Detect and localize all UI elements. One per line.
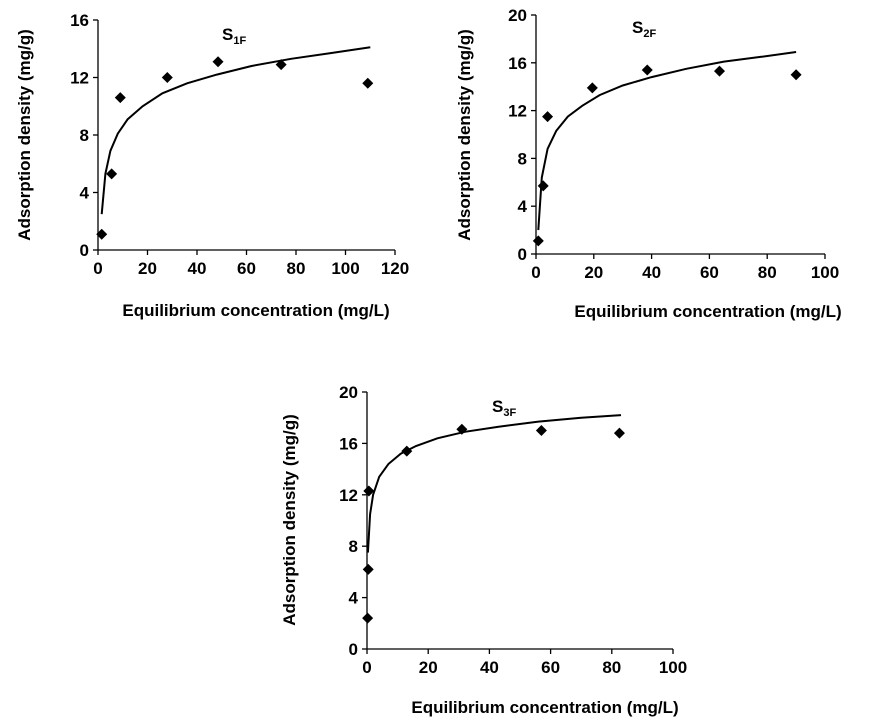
y-axis-title: Adsorption density (mg/g): [280, 414, 299, 626]
data-point: [275, 59, 287, 71]
y-tick-label: 16: [508, 54, 527, 73]
fit-curve: [366, 414, 622, 553]
y-tick-label: 12: [508, 102, 527, 121]
x-tick-label: 80: [287, 259, 306, 278]
y-tick-label: 4: [349, 589, 359, 608]
panel-title-main: S: [632, 18, 643, 37]
x-tick-label: 0: [93, 259, 102, 278]
x-tick-label: 0: [531, 263, 540, 282]
y-tick-label: 8: [349, 537, 358, 556]
y-tick-label: 20: [508, 6, 527, 25]
data-point: [542, 111, 554, 123]
x-tick-label: 60: [237, 259, 256, 278]
y-tick-label: 12: [339, 486, 358, 505]
x-axis-title: Equilibrium concentration (mg/L): [411, 698, 678, 717]
data-point: [96, 228, 108, 240]
y-tick-label: 0: [80, 241, 89, 260]
y-axis-title: Adsorption density (mg/g): [455, 29, 474, 241]
x-axis-title: Equilibrium concentration (mg/L): [574, 302, 841, 321]
data-point: [641, 64, 653, 76]
data-point: [586, 82, 598, 94]
data-point: [401, 445, 413, 457]
x-tick-label: 20: [419, 658, 438, 677]
x-tick-label: 100: [659, 658, 687, 677]
x-tick-label: 20: [138, 259, 157, 278]
y-axis-title: Adsorption density (mg/g): [15, 29, 34, 241]
data-point: [106, 168, 118, 180]
y-tick-label: 8: [80, 126, 89, 145]
data-point: [212, 56, 224, 68]
y-tick-label: 4: [80, 184, 90, 203]
x-tick-label: 80: [602, 658, 621, 677]
chart-panel-1: 0 20 40 60 80 100 120 0 4 8 12 16 Equilibrium concen…: [15, 11, 409, 320]
panel-title-subscript: 3F: [503, 407, 516, 419]
data-point: [362, 77, 374, 89]
y-tick-label: 4: [518, 197, 528, 216]
panel-title-subscript: 2F: [643, 28, 656, 40]
x-tick-label: 40: [480, 658, 499, 677]
data-point: [790, 69, 802, 81]
data-point: [532, 235, 544, 247]
panel-title-subscript: 1F: [233, 35, 246, 47]
x-tick-label: 20: [584, 263, 603, 282]
y-tick-label: 0: [349, 640, 358, 659]
y-tick-label: 0: [518, 245, 527, 264]
x-tick-label: 80: [758, 263, 777, 282]
y-tick-label: 16: [339, 434, 358, 453]
data-point: [535, 425, 547, 437]
x-tick-label: 100: [331, 259, 359, 278]
panel-title: S3F: [492, 397, 516, 419]
fit-curve: [100, 46, 371, 215]
x-tick-label: 0: [362, 658, 371, 677]
data-point: [456, 423, 468, 435]
y-tick-label: 20: [339, 383, 358, 402]
x-tick-label: 40: [642, 263, 661, 282]
x-tick-label: 120: [381, 259, 409, 278]
chart-panel-3: 0 20 40 60 80 100 0 4 8 12 16 20 Equilibrium concent…: [280, 383, 687, 717]
chart-panel-2: 0 20 40 60 80 100 0 4 8 12 16 20 Equilibrium concent…: [455, 6, 842, 321]
data-point: [363, 485, 375, 497]
data-point: [613, 427, 625, 439]
data-point: [161, 72, 173, 83]
data-point: [114, 92, 126, 104]
x-axis-title: Equilibrium concentration (mg/L): [122, 301, 389, 320]
x-tick-label: 60: [541, 658, 560, 677]
panel-title: S2F: [632, 18, 656, 40]
panel-title: S1F: [222, 25, 246, 47]
y-tick-label: 12: [70, 69, 89, 88]
panel-title-main: S: [492, 397, 503, 416]
x-tick-label: 40: [188, 259, 207, 278]
fit-curve: [537, 51, 797, 231]
panel-title-main: S: [222, 25, 233, 44]
data-point: [362, 563, 374, 575]
x-tick-label: 60: [700, 263, 719, 282]
y-tick-label: 16: [70, 11, 89, 30]
data-point: [362, 612, 374, 624]
y-tick-label: 8: [518, 149, 527, 168]
x-tick-label: 100: [811, 263, 839, 282]
data-point: [537, 180, 549, 192]
data-point: [714, 65, 726, 77]
